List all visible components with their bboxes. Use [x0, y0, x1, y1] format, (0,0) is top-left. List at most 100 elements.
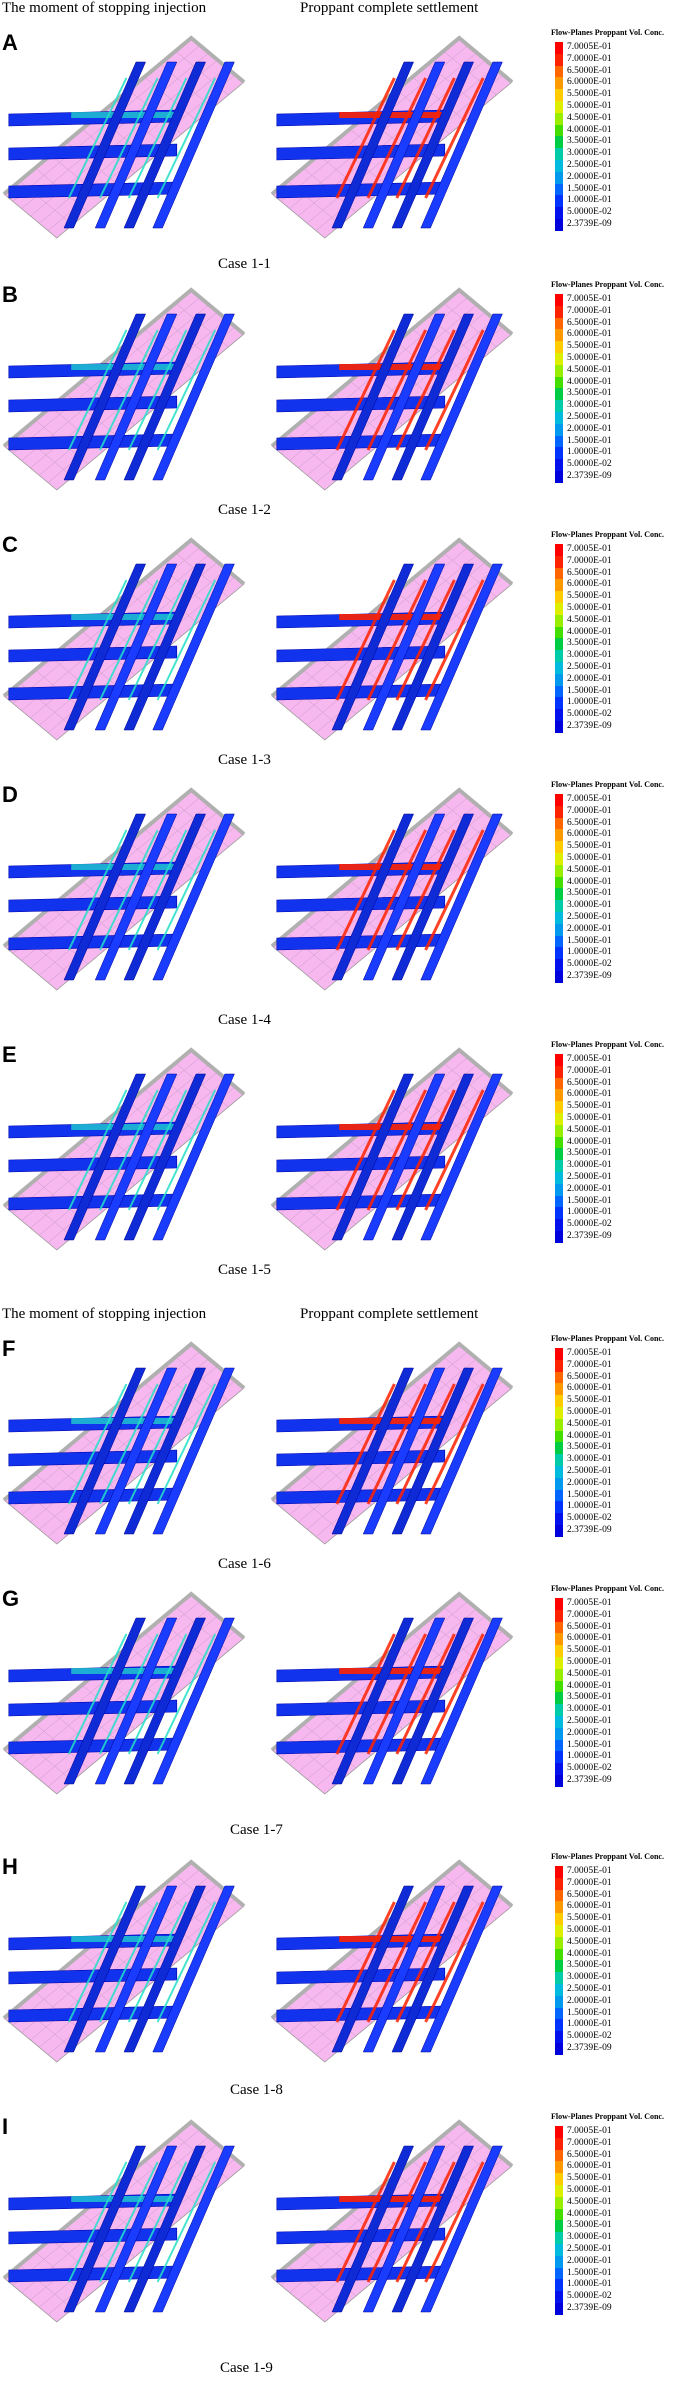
- colorbar-segment: [555, 1633, 563, 1646]
- legend-label: 3.0000E-01: [567, 2232, 612, 2243]
- fracture-plane: [123, 563, 206, 731]
- fracture-planes: [276, 313, 503, 481]
- proppant-band: [99, 1383, 159, 1505]
- proppant-band: [71, 1668, 177, 1674]
- colorbar-segment: [555, 77, 563, 90]
- proppant-band: [99, 579, 159, 701]
- proppant-band: [71, 1418, 177, 1424]
- legend-label: 7.0000E-01: [567, 805, 612, 816]
- legend-label: 3.5000E-01: [567, 1692, 612, 1703]
- legend-label: 4.0000E-01: [567, 1136, 612, 1147]
- legend-title: Flow-Planes Proppant Vol. Conc.: [551, 1852, 664, 1861]
- colorbar-segment: [555, 912, 563, 925]
- case-panel: G Flow-Planes Proppant Vol. Conc. 7.0005E-…: [0, 1584, 689, 1814]
- case-panel: H Flow-Planes Proppant Vol. Conc. 7.0005E-…: [0, 1852, 689, 2082]
- proppant-band: [395, 579, 456, 701]
- colorbar-segment: [555, 305, 563, 319]
- fracture-plane: [94, 313, 178, 481]
- colorbar-segment: [555, 1598, 563, 1611]
- proppant-band: [71, 112, 177, 118]
- colorbar-segment: [555, 591, 563, 604]
- left-column-header: The moment of stopping injection: [2, 1306, 207, 1322]
- injection-stop-view: [2, 1859, 246, 2063]
- legend-label: 3.0000E-01: [567, 1704, 612, 1715]
- mesh-grid: [280, 1057, 504, 1243]
- colorbar-segment: [555, 1995, 563, 2009]
- legend-label: 5.5000E-01: [567, 1913, 612, 1924]
- colorbar-segment: [555, 2173, 563, 2186]
- colorbar-segment: [555, 1936, 563, 1950]
- legend-label: 3.5000E-01: [567, 2220, 612, 2231]
- colorbar-segment: [555, 555, 563, 569]
- proppant-band: [156, 829, 217, 951]
- colorbar-segment: [555, 2208, 563, 2221]
- colorbar-segment: [555, 544, 563, 557]
- legend-label: 1.5000E-01: [567, 935, 612, 946]
- legend-label: 3.5000E-01: [567, 388, 612, 399]
- legend-label: 2.0000E-01: [567, 923, 612, 934]
- colorbar-segment: [555, 112, 563, 126]
- fracture-plane: [94, 1885, 178, 2053]
- legend-label: 3.5000E-01: [567, 1148, 612, 1159]
- colorbar-segment: [555, 614, 563, 628]
- proppant-band: [67, 1089, 128, 1211]
- proppant-band: [335, 579, 396, 701]
- proppant-band: [127, 1089, 188, 1211]
- colorbar-segment: [555, 1775, 563, 1788]
- proppant-band: [67, 829, 128, 951]
- proppant-band: [395, 2161, 456, 2283]
- proppant-band: [67, 2161, 128, 2283]
- colorbar-segment: [555, 817, 563, 830]
- colorbar-segment: [555, 353, 563, 366]
- proppant-band: [335, 329, 396, 451]
- legend-label: 5.5000E-01: [567, 341, 612, 352]
- case-panel: B Flow-Planes Proppant Vol. Conc. 7.0005E-…: [0, 280, 689, 510]
- colorbar-segment: [555, 685, 563, 698]
- colorbar-segment: [555, 888, 563, 901]
- colorbar-segment: [555, 794, 563, 807]
- case-caption: Case 1-6: [218, 1556, 271, 1572]
- colorbar-legend: Flow-Planes Proppant Vol. Conc. 7.0005E-0…: [551, 530, 687, 740]
- legend-label: 5.0000E-02: [567, 207, 612, 218]
- legend-label: 2.5000E-01: [567, 1984, 612, 1994]
- colorbar-segment: [555, 923, 563, 937]
- proppant-band: [366, 2161, 427, 2283]
- fracture-plane: [123, 1367, 206, 1535]
- colorbar-segment: [555, 1136, 563, 1149]
- colorbar-segment: [555, 1077, 563, 1090]
- legend-label: 7.0000E-01: [567, 2137, 612, 2148]
- colorbar-segment: [555, 1727, 563, 1741]
- colorbar-segment: [555, 721, 563, 734]
- legend-label: 6.5000E-01: [567, 2149, 612, 2160]
- settlement-view: [270, 2119, 514, 2323]
- legend-label: 1.5000E-01: [567, 1195, 612, 1206]
- colorbar: [555, 1054, 563, 1244]
- legend-label: 6.5000E-01: [567, 317, 612, 328]
- colorbar-segment: [555, 2267, 563, 2280]
- case-caption: Case 1-3: [218, 752, 271, 768]
- fracture-plane: [420, 1367, 503, 1535]
- proppant-band: [156, 1633, 217, 1755]
- legend-label: 3.0000E-01: [567, 1972, 612, 1983]
- legend-title: Flow-Planes Proppant Vol. Conc.: [551, 28, 664, 37]
- legend-label: 1.5000E-01: [567, 1739, 612, 1750]
- colorbar-segment: [555, 435, 563, 448]
- legend-label: 6.5000E-01: [567, 1621, 612, 1632]
- legend-label: 3.0000E-01: [567, 400, 612, 411]
- fracture-plane: [420, 1885, 503, 2053]
- fracture-planes: [8, 1617, 235, 1785]
- panel-letter: A: [2, 30, 18, 55]
- colorbar-segment: [555, 1148, 563, 1161]
- legend-label: 6.0000E-01: [567, 579, 612, 590]
- legend-label: 5.5000E-01: [567, 89, 612, 100]
- colorbar-segment: [555, 1716, 563, 1729]
- colorbar-segment: [555, 805, 563, 819]
- colorbar-segment: [555, 1609, 563, 1623]
- legend-label: 2.3739E-09: [567, 2303, 612, 2313]
- legend-label: 2.3739E-09: [567, 1231, 612, 1241]
- legend-label: 6.0000E-01: [567, 829, 612, 840]
- colorbar-segment: [555, 207, 563, 220]
- colorbar-segment: [555, 650, 563, 663]
- fracture-plane: [331, 1885, 414, 2053]
- legend-label: 5.0000E-02: [567, 459, 612, 470]
